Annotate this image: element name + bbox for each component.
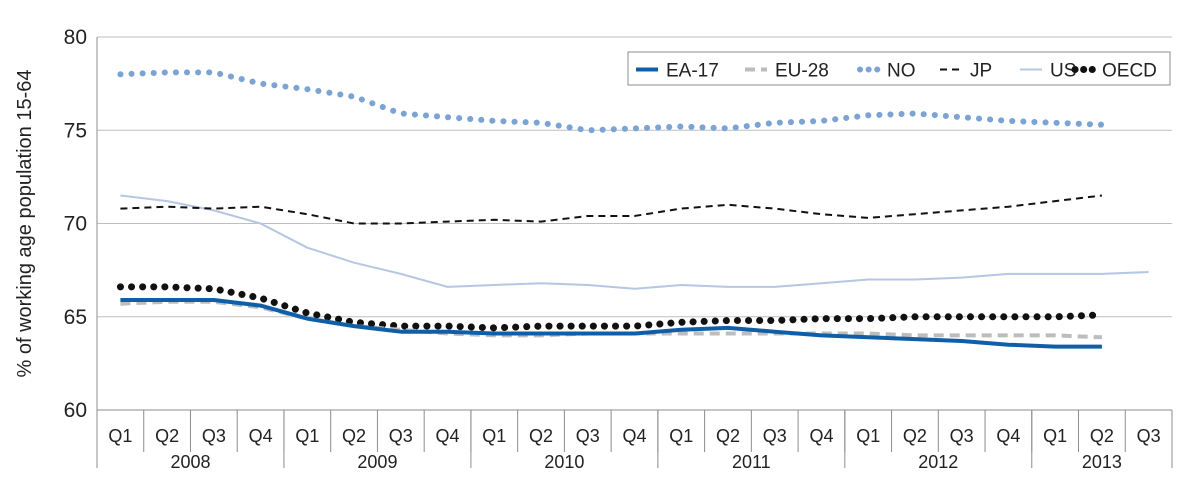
x-tick-label: Q4 [622,426,646,446]
y-tick-label: 65 [64,306,87,329]
series-line-no [117,69,1105,134]
x-tick-label: Q2 [155,426,179,446]
x-tick-label: Q1 [108,426,132,446]
x-tick-label: Q3 [763,426,787,446]
x-tick-label: Q1 [482,426,506,446]
x-tick-label: Q3 [950,426,974,446]
x-tick-label: Q1 [295,426,319,446]
x-tick-label: Q1 [669,426,693,446]
series-line-us [120,194,1149,290]
y-tick-label: 60 [64,399,87,422]
y-axis-ticks: 60 65 70 75 80 [64,26,98,422]
series-line-oecd [116,283,1106,332]
year-label: 2010 [544,452,584,472]
x-tick-label: Q2 [529,426,553,446]
year-label: 2012 [918,452,958,472]
year-label: 2009 [357,452,397,472]
y-tick-label: 80 [64,26,87,49]
x-tick-label: Q2 [716,426,740,446]
legend-label: EU-28 [775,61,829,82]
year-label: 2008 [170,452,210,472]
legend-box [627,51,1171,86]
year-label: 2013 [1082,452,1122,472]
x-axis: Q1 Q2 Q3 Q4 Q1 Q2 Q3 Q4 Q1 Q2 Q3 Q4 Q1 Q2 Q3 Q4 Q1 Q2 Q3 Q4… [96,409,1173,472]
series-line-jp [120,194,1103,225]
x-tick-label: Q2 [342,426,366,446]
y-tick-label: 75 [64,119,87,142]
y-tick-label: 70 [64,213,87,236]
x-tick-label: Q1 [856,426,880,446]
series-line-ea-17 [120,298,1102,349]
x-tick-label: Q1 [1043,426,1067,446]
x-tick-label: Q4 [249,426,273,446]
x-tick-label: Q4 [996,426,1020,446]
x-tick-label: Q2 [903,426,927,446]
y-axis-label: % of working age population 15-64 [14,70,36,378]
x-tick-label: Q4 [809,426,833,446]
year-label: 2011 [732,452,771,472]
x-tick-label: Q2 [1090,426,1114,446]
x-tick-label: Q3 [202,426,226,446]
legend-label: US [1050,61,1076,82]
legend-label: NO [887,61,916,82]
x-tick-label: Q3 [389,426,413,446]
x-tick-label: Q3 [576,426,600,446]
x-tick-label: Q3 [1137,426,1161,446]
legend-label: JP [970,61,992,82]
legend-label: OECD [1102,61,1157,82]
legend-label: EA-17 [666,61,719,82]
x-tick-label: Q4 [436,426,460,446]
series-lines [116,69,1149,349]
legend: EA-17 EU-28 NO JP US OECD [627,51,1171,86]
